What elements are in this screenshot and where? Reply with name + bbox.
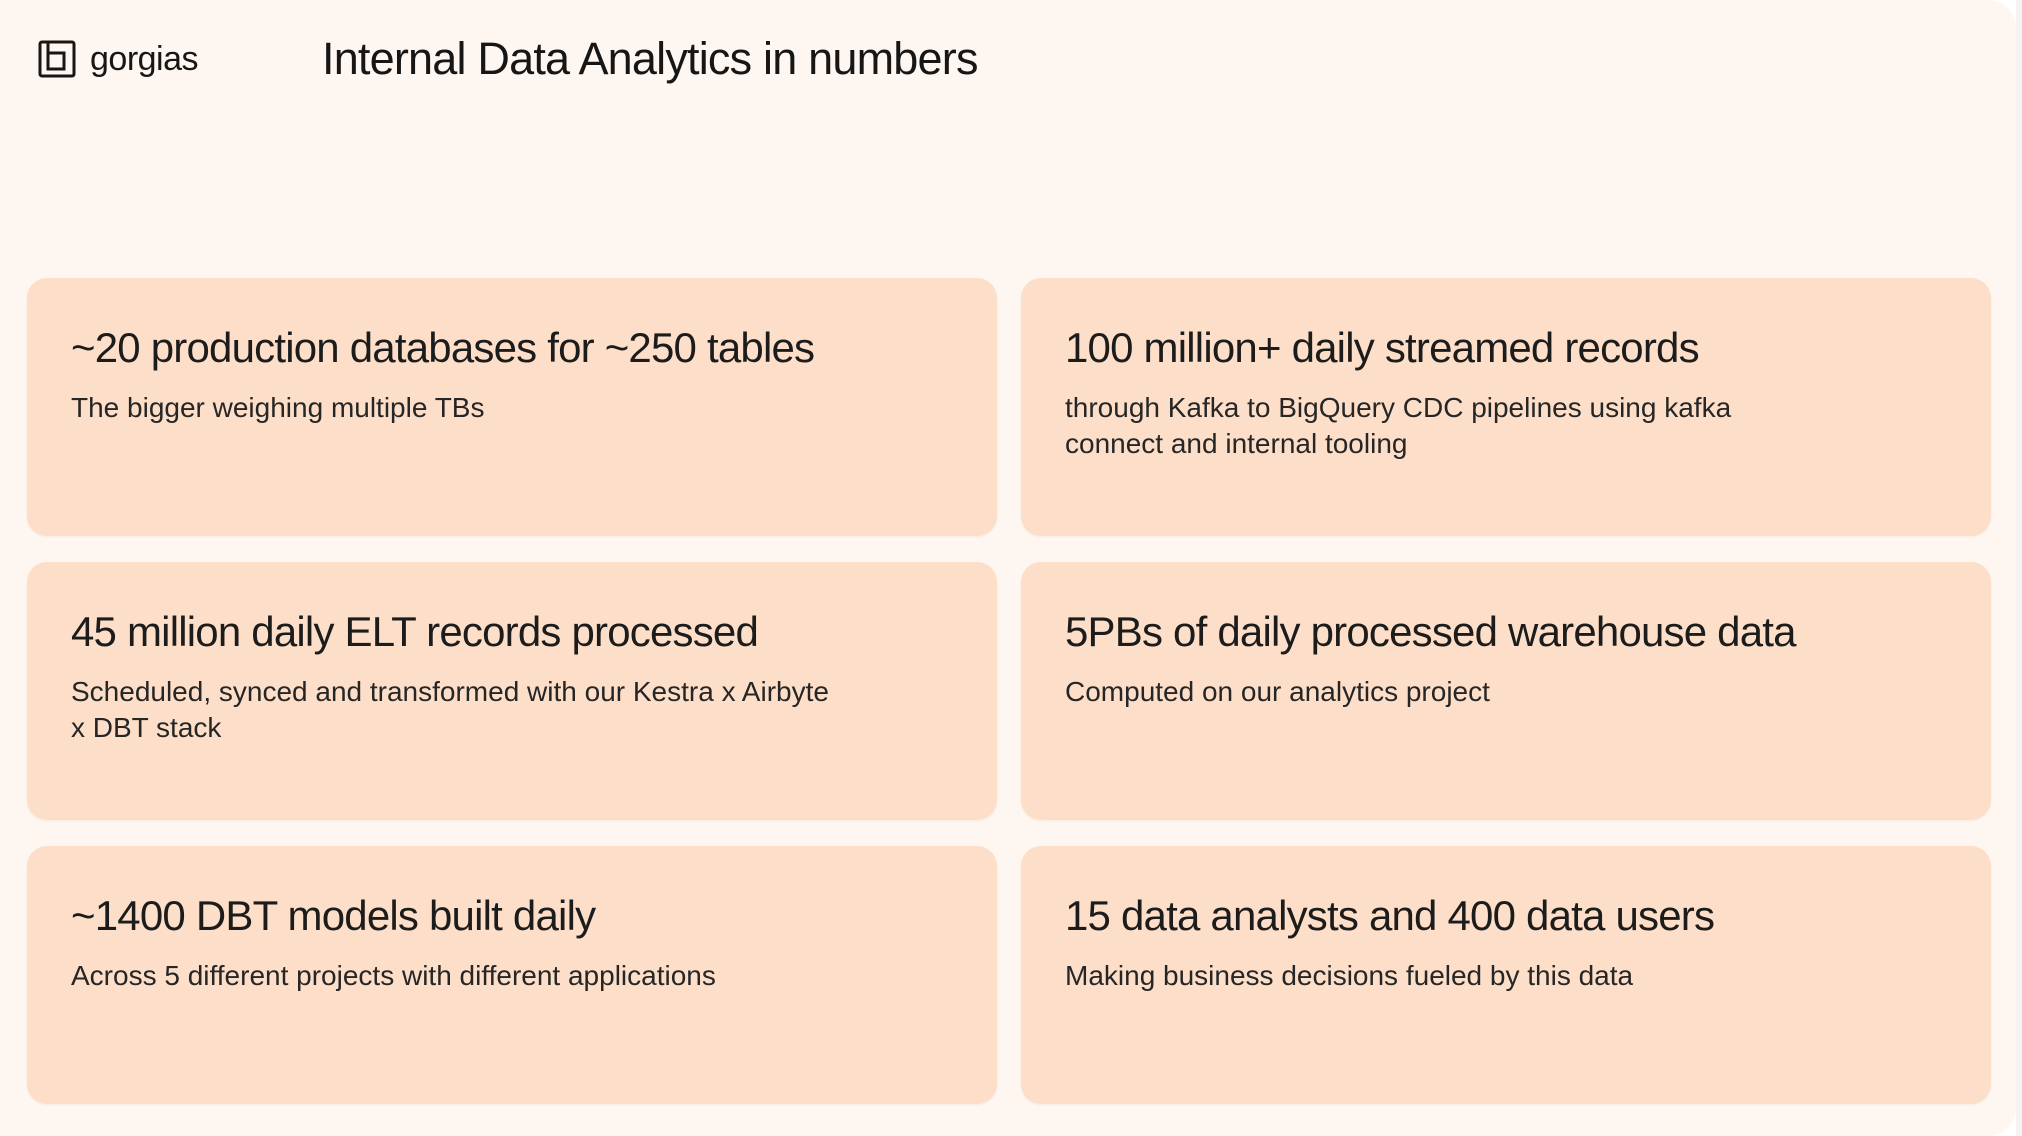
stat-card-databases: ~20 production databases for ~250 tables…	[27, 278, 997, 536]
stat-title: 45 million daily ELT records processed	[71, 608, 759, 655]
gorgias-logo-icon	[38, 40, 76, 78]
brand-name: gorgias	[90, 40, 199, 78]
stat-description: through Kafka to BigQuery CDC pipelines …	[1065, 392, 1732, 460]
stat-card-dbt-models: ~1400 DBT models built daily Across 5 di…	[27, 846, 997, 1104]
stat-card-warehouse-data: 5PBs of daily processed warehouse data C…	[1021, 562, 1991, 820]
stat-title: 15 data analysts and 400 data users	[1065, 892, 1715, 939]
stat-description: Scheduled, synced and transformed with o…	[71, 676, 829, 744]
stat-card-elt-records: 45 million daily ELT records processed S…	[27, 562, 997, 820]
stat-description: Computed on our analytics project	[1065, 676, 1490, 708]
brand-logo: gorgias	[38, 40, 199, 78]
stat-description: Across 5 different projects with differe…	[71, 960, 716, 992]
stat-title: ~20 production databases for ~250 tables	[71, 324, 815, 371]
stat-title: 5PBs of daily processed warehouse data	[1065, 608, 1797, 655]
stat-description: The bigger weighing multiple TBs	[71, 392, 485, 424]
page-title: Internal Data Analytics in numbers	[322, 33, 978, 84]
stats-grid: ~20 production databases for ~250 tables…	[27, 278, 1993, 1104]
window-edge	[2016, 0, 2022, 1136]
stat-title: 100 million+ daily streamed records	[1065, 324, 1700, 371]
stat-description: Making business decisions fueled by this…	[1065, 960, 1634, 992]
stat-title: ~1400 DBT models built daily	[71, 892, 596, 939]
stat-card-data-users: 15 data analysts and 400 data users Maki…	[1021, 846, 1991, 1104]
stat-card-streamed-records: 100 million+ daily streamed records thro…	[1021, 278, 1991, 536]
